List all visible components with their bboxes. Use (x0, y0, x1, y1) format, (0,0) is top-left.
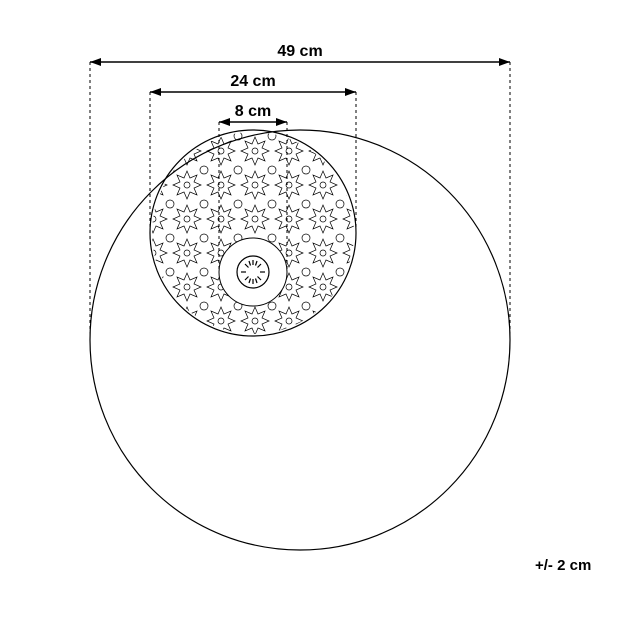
arrowhead-right-icon (499, 58, 510, 66)
arrowhead-left-icon (219, 118, 230, 126)
arrowhead-right-icon (276, 118, 287, 126)
dimension-inner-label: 8 cm (235, 103, 271, 120)
arrowhead-right-icon (345, 88, 356, 96)
arrowhead-left-icon (90, 58, 101, 66)
dimension-diagram: 49 cm 24 cm 8 cm (0, 0, 620, 620)
arrowhead-left-icon (150, 88, 161, 96)
tolerance-note: +/- 2 cm (535, 557, 591, 574)
dimension-outer-label: 49 cm (277, 43, 322, 60)
inner-disc-bg (219, 238, 287, 306)
dimension-middle-label: 24 cm (230, 73, 275, 90)
